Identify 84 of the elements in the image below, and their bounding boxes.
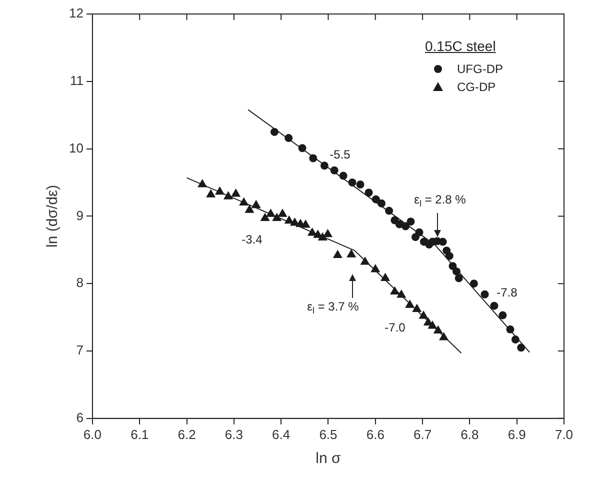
- point: [448, 262, 457, 270]
- point: [309, 154, 318, 162]
- point: [346, 250, 356, 258]
- legend-label: CG-DP: [457, 80, 496, 94]
- point: [245, 205, 254, 213]
- y-tick-label: 10: [68, 140, 84, 156]
- x-tick-label: 6.3: [224, 426, 243, 442]
- point: [239, 198, 248, 206]
- point: [470, 280, 478, 288]
- point: [198, 180, 207, 188]
- point: [378, 199, 386, 208]
- point: [506, 325, 514, 334]
- point: [278, 209, 287, 217]
- point: [490, 302, 498, 310]
- point: [454, 274, 463, 282]
- point: [298, 144, 306, 152]
- x-tick-label: 6.4: [272, 426, 290, 442]
- point: [364, 188, 373, 197]
- point: [252, 200, 260, 208]
- point: [224, 192, 233, 200]
- point: [419, 310, 428, 319]
- y-tick-label: 8: [76, 275, 84, 290]
- point: [266, 209, 276, 217]
- point: [370, 264, 380, 272]
- x-tick-label: 6.9: [508, 426, 526, 442]
- x-axis-title: ln σ: [316, 450, 342, 468]
- annotation: -7.0: [384, 320, 406, 334]
- point: [215, 186, 224, 195]
- point: [333, 250, 342, 258]
- point: [380, 273, 390, 281]
- x-tick-label: 6.8: [460, 426, 479, 442]
- point: [445, 252, 454, 260]
- point: [480, 290, 489, 298]
- y-axis-title: ln (dσ/dε): [44, 184, 62, 248]
- y-tick-label: 9: [76, 208, 84, 223]
- x-tick-label: 6.2: [178, 426, 196, 442]
- point: [434, 326, 442, 334]
- legend-title: 0.15C steel: [425, 38, 497, 54]
- point: [272, 213, 282, 221]
- annotation: -5.5: [330, 147, 351, 162]
- point: [348, 178, 356, 186]
- point: [372, 195, 380, 204]
- point: [260, 213, 270, 221]
- point: [452, 267, 460, 276]
- x-tick-label: 6.6: [366, 426, 384, 442]
- point: [402, 222, 410, 230]
- point: [270, 128, 278, 136]
- x-tick-label: 6.5: [319, 426, 338, 442]
- point: [498, 311, 507, 320]
- point: [318, 232, 327, 241]
- y-tick-label: 6: [76, 410, 84, 425]
- point: [356, 180, 364, 189]
- point: [231, 188, 240, 197]
- point: [385, 206, 394, 215]
- point: [323, 229, 332, 238]
- legend-label: UFG-DP: [457, 62, 503, 76]
- y-tick-label: 12: [68, 6, 84, 21]
- point: [396, 290, 406, 298]
- point: [517, 344, 526, 352]
- point: [428, 321, 437, 329]
- y-tick-label: 7: [76, 342, 84, 358]
- point: [390, 286, 400, 294]
- x-tick-label: 6.7: [414, 426, 432, 442]
- point: [439, 332, 448, 340]
- point: [284, 134, 293, 142]
- point: [360, 257, 370, 265]
- point: [405, 300, 414, 308]
- point: [320, 162, 328, 170]
- point: [284, 216, 294, 224]
- point: [206, 190, 216, 198]
- x-tick-label: 6.0: [83, 426, 102, 442]
- point: [412, 304, 422, 312]
- point: [339, 172, 348, 180]
- y-tick-label: 11: [70, 72, 84, 88]
- x-tick-label: 7.0: [554, 426, 574, 442]
- point: [415, 228, 424, 236]
- point: [511, 336, 520, 344]
- point: [301, 220, 310, 228]
- annotation: -3.4: [242, 232, 263, 246]
- annotation: -7.8: [496, 285, 518, 300]
- point: [330, 166, 338, 174]
- point: [438, 238, 447, 246]
- point: [406, 218, 415, 226]
- x-tick-label: 6.1: [130, 426, 149, 442]
